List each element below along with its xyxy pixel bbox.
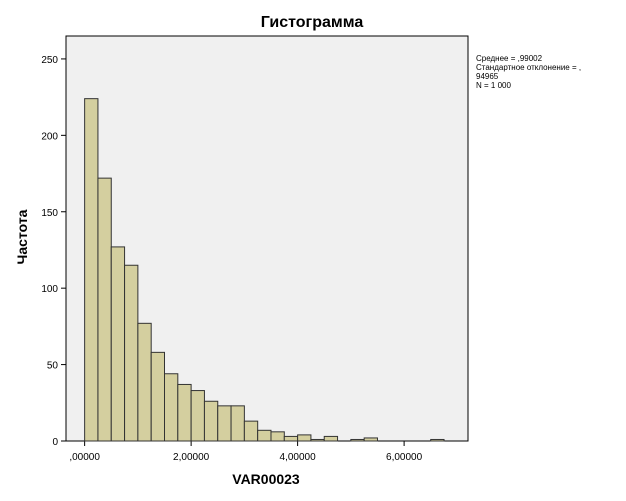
- histogram-bar: [297, 434, 312, 442]
- histogram-bar: [203, 400, 219, 442]
- histogram-bar: [310, 438, 325, 442]
- histogram-bar: [323, 435, 339, 442]
- histogram-bar: [190, 390, 205, 442]
- histogram-bar: [243, 420, 259, 442]
- legend-std-line2: 94965: [476, 72, 499, 81]
- histogram-bar: [110, 246, 126, 442]
- histogram-bar: [350, 438, 365, 442]
- legend-std-line1: Стандартное отклонение = ,: [476, 63, 581, 72]
- legend-mean: Среднее = ,99002: [476, 54, 543, 63]
- y-tick-label: 250: [41, 55, 58, 66]
- histogram-bar: [283, 435, 299, 442]
- x-axis-ticks: ,00000 2,00000 4,00000 6,00000: [69, 441, 423, 463]
- histogram-bar: [257, 429, 272, 442]
- histogram-bar: [150, 351, 166, 442]
- x-tick-label: 2,00000: [173, 452, 210, 463]
- histogram-bar: [430, 438, 445, 442]
- histogram-bars: [84, 98, 445, 442]
- y-tick-label: 50: [47, 361, 59, 372]
- histogram-bar: [270, 431, 285, 442]
- x-axis-label: VAR00023: [232, 471, 300, 487]
- histogram-bar: [217, 405, 232, 442]
- histogram-bar: [230, 405, 245, 442]
- histogram-bar: [84, 98, 99, 442]
- y-tick-label: 0: [52, 437, 58, 448]
- x-tick-label: 6,00000: [386, 452, 423, 463]
- histogram-bar: [97, 177, 112, 442]
- statistics-legend: Среднее = ,99002 Стандартное отклонение …: [476, 54, 581, 90]
- y-tick-label: 200: [41, 131, 58, 142]
- x-tick-label: ,00000: [69, 452, 100, 463]
- histogram-bar: [164, 373, 179, 442]
- histogram-bar: [363, 437, 378, 442]
- y-tick-label: 100: [41, 284, 58, 295]
- histogram-bar: [177, 383, 192, 442]
- legend-n: N = 1 000: [476, 81, 511, 90]
- chart-title: Гистограмма: [261, 14, 364, 31]
- x-tick-label: 4,00000: [280, 452, 317, 463]
- y-tick-label: 150: [41, 208, 58, 219]
- y-axis-label: Частота: [14, 209, 30, 264]
- histogram-bar: [137, 322, 152, 442]
- y-axis-ticks: 0 50 100 150 200 250: [41, 55, 66, 448]
- histogram-bar: [124, 264, 139, 442]
